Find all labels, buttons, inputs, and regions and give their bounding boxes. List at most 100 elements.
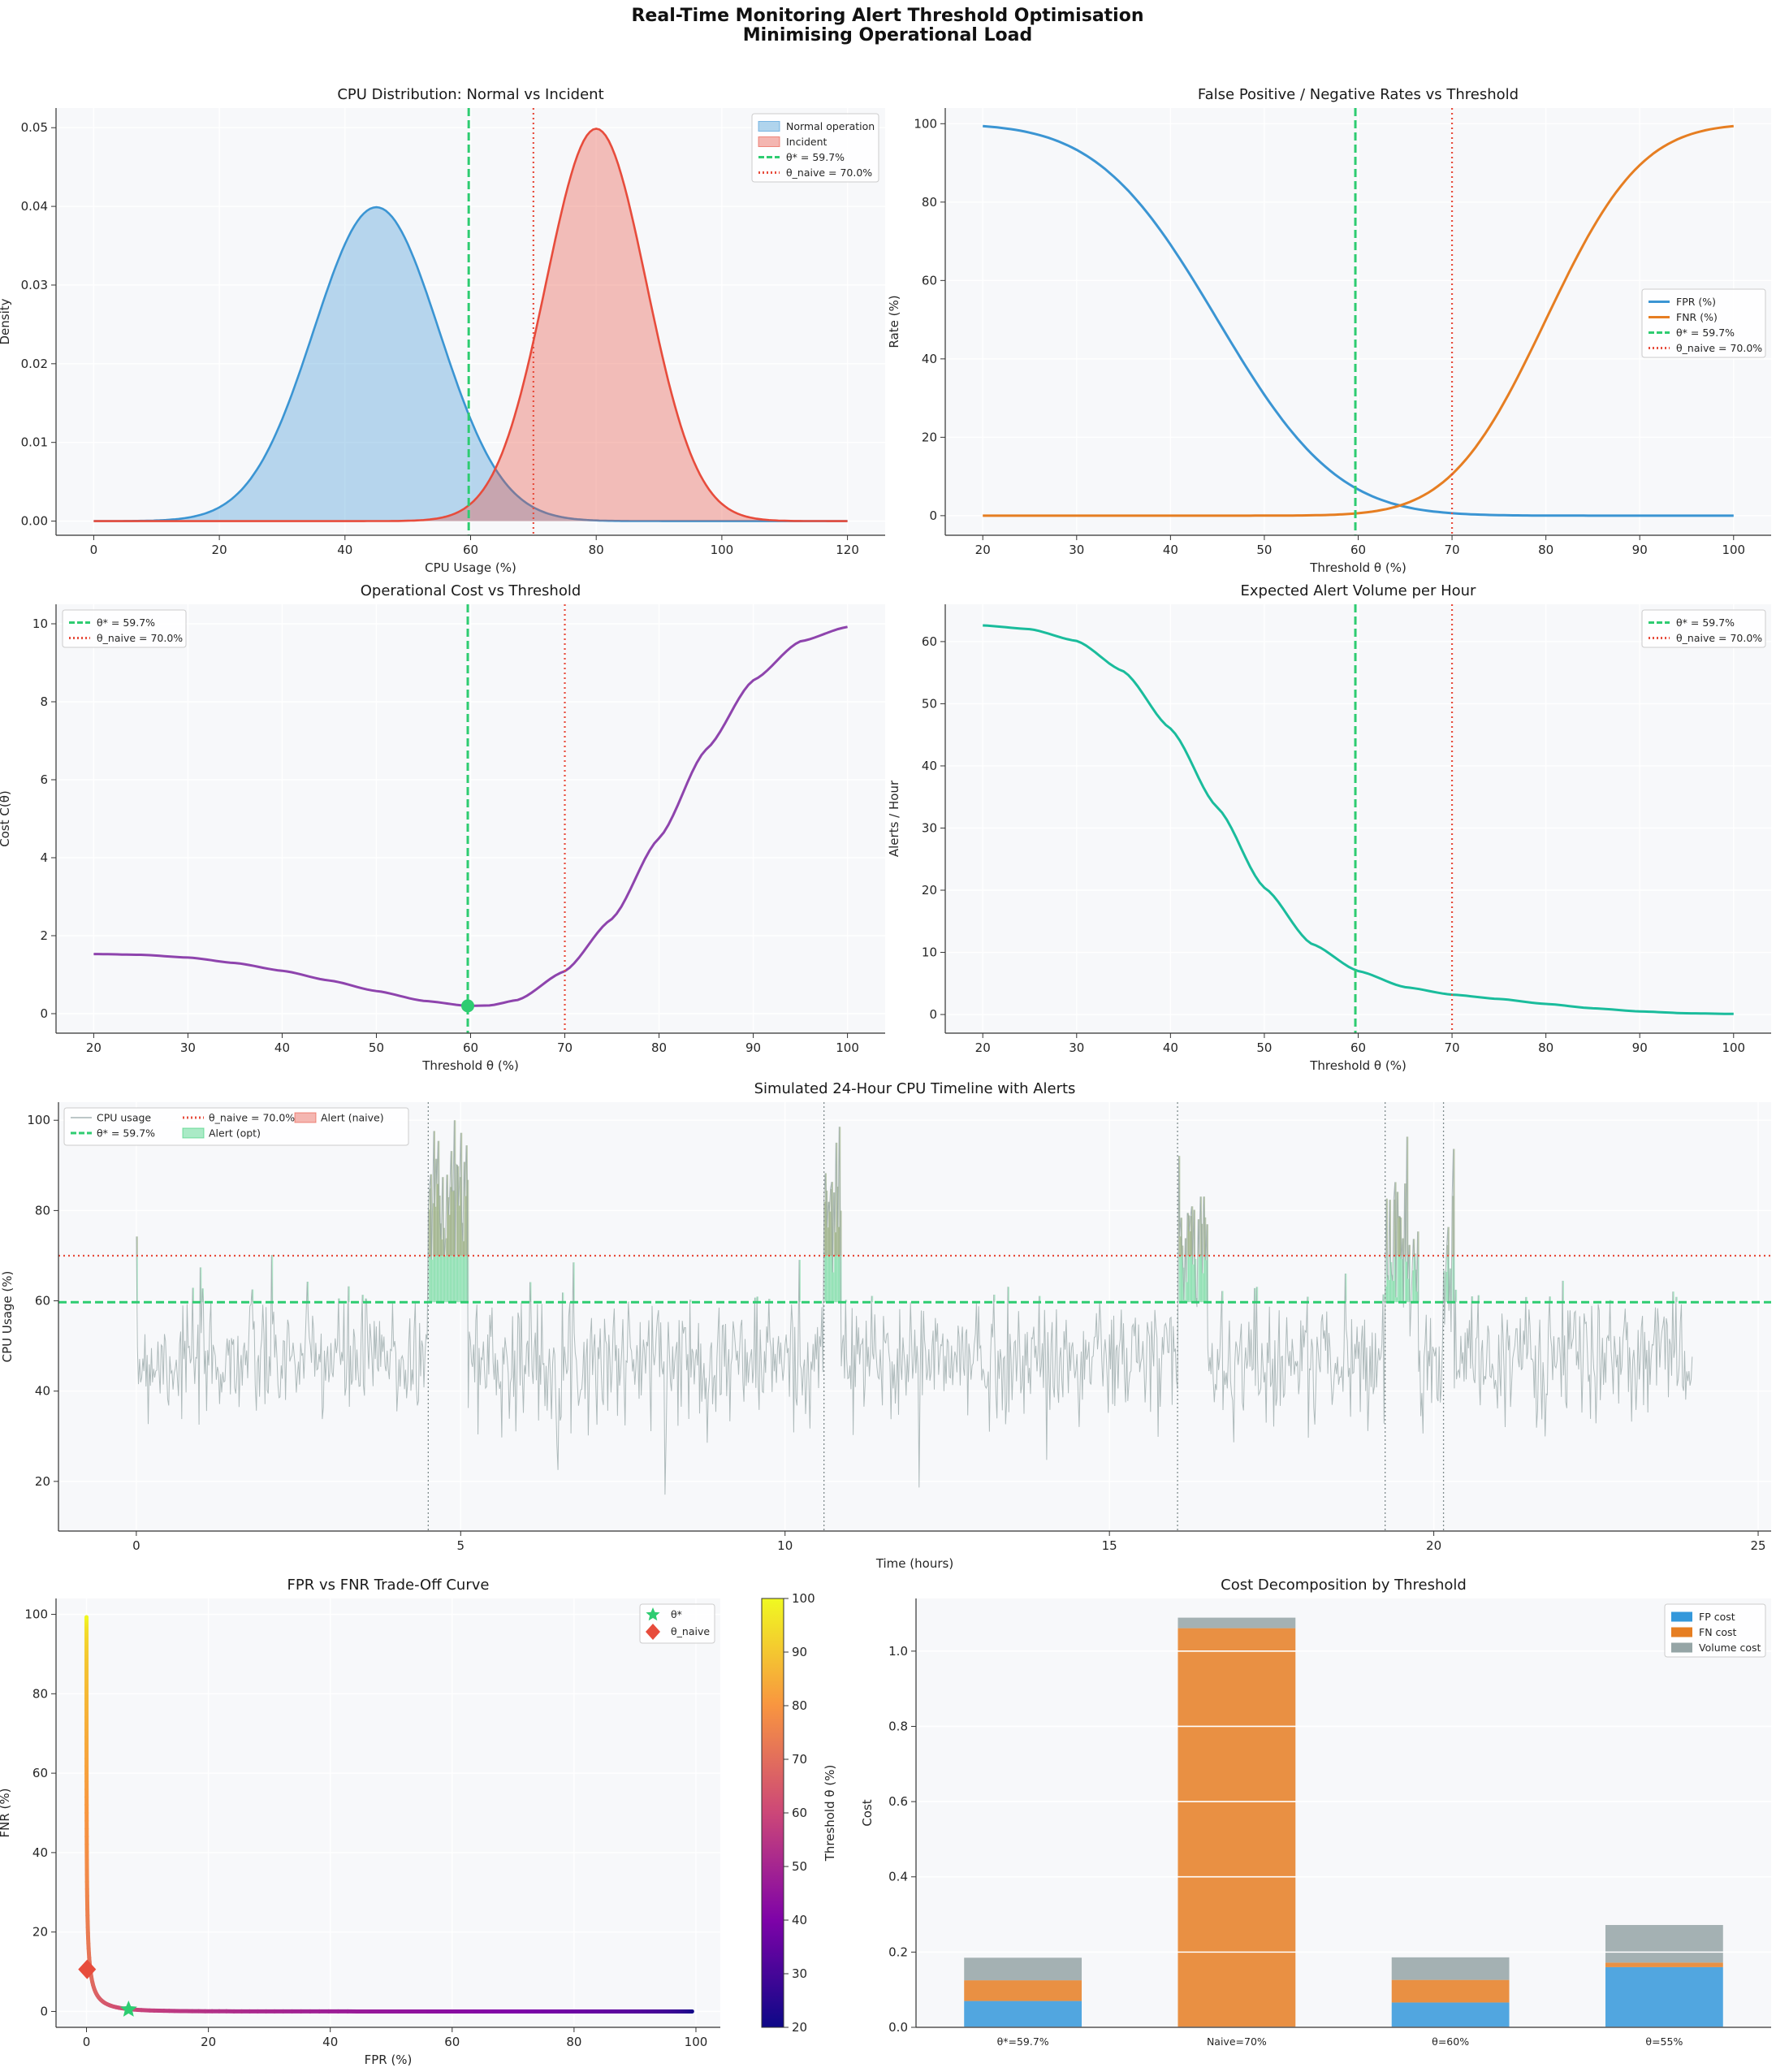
legend-label: θ_naive = 70.0% <box>786 167 872 179</box>
y-tick-label: 60 <box>35 1294 50 1309</box>
alert-naive-fill <box>446 1174 448 1256</box>
x-tick-label: 120 <box>836 543 859 557</box>
x-category-label: θ=60% <box>1432 2035 1469 2048</box>
y-axis-label: FNR (%) <box>0 1789 12 1838</box>
alert-opt-fill <box>1390 1261 1393 1303</box>
alert-naive-fill <box>1188 1215 1190 1256</box>
alert-opt-fill <box>1398 1217 1400 1303</box>
legend-label: θ* <box>671 1608 682 1620</box>
alert-opt-fill <box>1392 1281 1394 1303</box>
alert-naive-fill <box>1187 1213 1189 1256</box>
fnr-line <box>983 124 1734 517</box>
alert-naive-fill <box>465 1196 467 1256</box>
chart-decomp: 0.0 0.2 0.4 0.6 0.8 1.0 Cost Decomposition by … <box>860 1577 1771 2048</box>
bar-fn-cost <box>1178 1628 1296 2027</box>
alert-naive-fill <box>1452 1196 1454 1256</box>
alert-opt-fill <box>1417 1231 1420 1303</box>
x-tick-label: 30 <box>180 1040 196 1055</box>
alert-opt-fill <box>1408 1244 1411 1303</box>
alert-naive-fill <box>1398 1217 1400 1256</box>
legend-label: FP cost <box>1699 1611 1735 1623</box>
legend-label: Normal operation <box>786 120 875 132</box>
x-tick-label: 90 <box>745 1040 761 1055</box>
alert-naive-fill <box>445 1238 447 1256</box>
colorbar-tick-label: 30 <box>792 1966 807 1981</box>
x-tick-label: 80 <box>566 2035 581 2049</box>
legend-label: FN cost <box>1699 1626 1737 1638</box>
legend-label: θ_naive = 70.0% <box>1676 342 1762 354</box>
alert-opt-fill <box>1443 1270 1445 1303</box>
alert-naive-fill <box>136 1236 138 1256</box>
alert-opt-fill <box>1385 1286 1387 1303</box>
alert-opt-fill <box>1394 1199 1396 1303</box>
alert-naive-fill <box>434 1206 437 1256</box>
colorbar-tick-label: 20 <box>792 2020 807 2035</box>
y-tick-label: 0.04 <box>21 199 48 214</box>
y-tick-label: 0.05 <box>21 120 48 135</box>
alert-opt-fill <box>845 1300 848 1303</box>
alert-opt-fill <box>1186 1282 1188 1303</box>
x-tick-label: 20 <box>975 543 991 557</box>
alert-opt-fill <box>431 1259 434 1303</box>
x-tick-label: 30 <box>1069 543 1084 557</box>
x-tick-label: 60 <box>1350 543 1366 557</box>
x-tick-label: 70 <box>557 1040 573 1055</box>
alert-opt-fill <box>1039 1296 1041 1303</box>
x-tick-label: 20 <box>201 2035 216 2049</box>
alert-opt-fill <box>1400 1218 1402 1303</box>
alert-opt-fill <box>348 1286 350 1303</box>
axes-overlay: 0 20 40 60 80 100 0 20 40 60 80 100 FPR vs FNR Trade… <box>0 1577 837 2067</box>
legend-box <box>751 113 879 183</box>
y-tick-label: 20 <box>32 1925 48 1940</box>
alert-opt-fill <box>1405 1261 1407 1303</box>
alert-opt-fill <box>437 1183 439 1303</box>
alert-opt-fill <box>1401 1259 1403 1303</box>
alert-naive-fill <box>828 1201 830 1256</box>
alert-opt-fill <box>200 1267 202 1303</box>
colorbar <box>761 1598 784 2028</box>
x-tick-label: 60 <box>463 543 478 557</box>
alert-opt-fill <box>1203 1196 1205 1303</box>
alert-opt-fill <box>1672 1291 1674 1303</box>
fpr-line <box>983 124 1734 517</box>
x-tick-label: 100 <box>1722 1040 1745 1055</box>
alert-opt-fill <box>1190 1216 1192 1303</box>
legend-label: θ_naive = 70.0% <box>1676 632 1762 644</box>
y-axis-label: Cost C(θ) <box>0 790 12 846</box>
alert-opt-fill <box>455 1257 457 1303</box>
alert-opt-fill <box>1254 1287 1256 1303</box>
x-category-label: θ=55% <box>1645 2035 1683 2048</box>
y-tick-label: 0.00 <box>21 514 48 529</box>
x-tick-label: 80 <box>1538 543 1553 557</box>
y-axis-label: Alerts / Hour <box>887 780 901 857</box>
alert-opt-fill <box>829 1211 832 1303</box>
y-tick-label: 2 <box>40 928 48 943</box>
alert-naive-fill <box>459 1177 461 1256</box>
alert-opt-fill <box>338 1298 340 1303</box>
alert-opt-fill <box>447 1196 450 1303</box>
alert-opt-fill <box>834 1232 836 1303</box>
alert-opt-fill <box>1562 1280 1564 1303</box>
chart-cost: 20 30 40 50 60 70 80 90 100 0 2 4 6 8 10 Operational Co… <box>0 582 885 1073</box>
x-tick-label: 20 <box>975 1040 991 1055</box>
alert-naive-fill <box>834 1232 836 1256</box>
alert-naive-fill <box>824 1173 827 1256</box>
chart-alerts: 20 30 40 50 60 70 80 90 100 0 10 20 30 40 50 60 Expected… <box>887 582 1771 1073</box>
legend-label: Alert (opt) <box>209 1127 261 1140</box>
legend-label: FPR (%) <box>1676 296 1716 308</box>
plot-background <box>58 1102 1771 1531</box>
x-tick-label: 70 <box>1445 1040 1460 1055</box>
alert-naive-fill <box>840 1210 842 1256</box>
x-tick-label: 0 <box>90 543 98 557</box>
y-tick-label: 100 <box>27 1113 50 1127</box>
y-tick-label: 8 <box>40 694 48 709</box>
legend-label: FNR (%) <box>1676 311 1718 323</box>
alert-naive-fill <box>428 1209 430 1256</box>
legend-label: θ_naive = 70.0% <box>209 1112 295 1124</box>
alert-naive-fill <box>1206 1224 1208 1256</box>
y-tick-label: 60 <box>922 273 937 288</box>
alert-opt-fill <box>271 1255 274 1303</box>
alert-opt-fill <box>456 1164 458 1303</box>
alert-naive-fill <box>451 1151 453 1256</box>
y-tick-label: 0.02 <box>21 357 48 371</box>
